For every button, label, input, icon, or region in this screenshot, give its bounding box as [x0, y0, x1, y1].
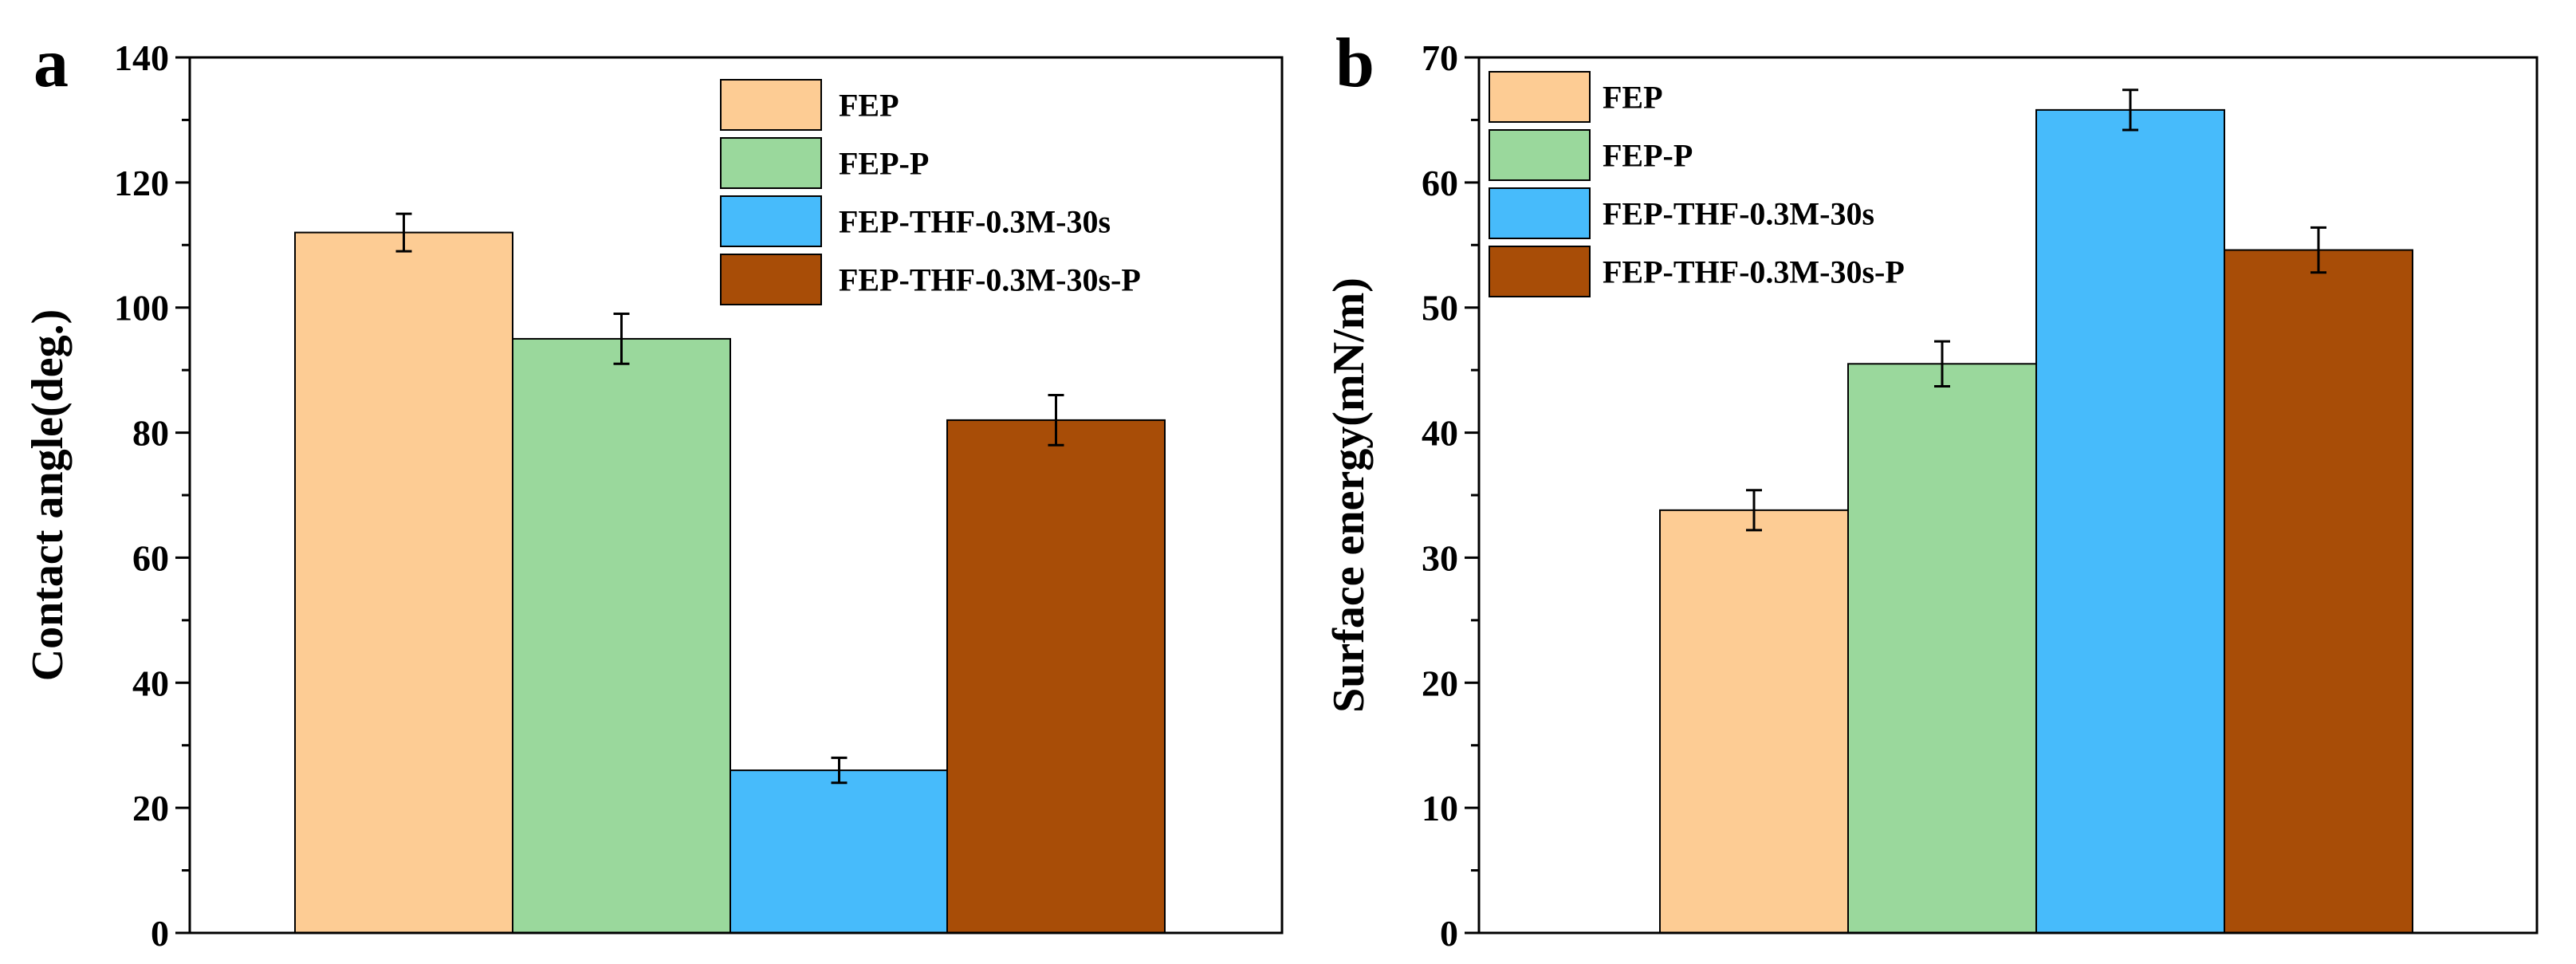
- legend-label-3: FEP-THF-0.3M-30s: [839, 204, 1111, 240]
- y-tick-label: 100: [114, 288, 169, 329]
- error-bar-2: [613, 313, 630, 365]
- legend-label-4: FEP-THF-0.3M-30s-P: [839, 262, 1141, 298]
- bar-2: [512, 337, 731, 934]
- legend-label-4: FEP-THF-0.3M-30s-P: [1603, 254, 1905, 290]
- y-axis-label: Surface energy(mN/m): [1324, 277, 1374, 713]
- legend-label-1: FEP: [1603, 80, 1663, 116]
- y-tick-label: 0: [151, 913, 169, 954]
- legend: FEP FEP-P FEP-THF-0.3M-30s FEP-THF-0.3M-30s…: [720, 79, 1141, 305]
- legend-label-2: FEP-P: [839, 146, 929, 182]
- error-bar-3: [2122, 89, 2138, 132]
- y-tick-label: 30: [1422, 537, 1458, 578]
- bar-1: [1659, 509, 1849, 934]
- error-bar-2: [1934, 340, 1950, 388]
- panel-a: a 0 20 40 60 80 100 120 140 Contact angle(deg.) FE…: [23, 25, 1284, 954]
- bar-4: [2224, 249, 2413, 934]
- error-bar-1: [1746, 489, 1762, 532]
- y-tick-label: 20: [132, 788, 169, 828]
- legend-label-2: FEP-P: [1603, 138, 1693, 174]
- y-tick-label: 20: [1422, 663, 1458, 703]
- legend-swatch-2: [1489, 129, 1591, 181]
- y-axis-label: Contact angle(deg.): [23, 309, 73, 682]
- bar-1: [294, 231, 513, 934]
- y-tick-label: 50: [1422, 288, 1458, 329]
- y-tick-label: 40: [1422, 413, 1458, 454]
- y-tick-label: 120: [114, 163, 169, 203]
- legend-swatch-4: [720, 254, 822, 305]
- panel-letter: b: [1335, 25, 1375, 102]
- error-bar-4: [1048, 394, 1064, 447]
- bar-2: [1847, 363, 2037, 934]
- error-bar-3: [831, 756, 848, 785]
- legend-swatch-2: [720, 137, 822, 189]
- y-tick-label: 70: [1422, 37, 1458, 78]
- y-tick-label: 40: [132, 663, 169, 703]
- error-bar-4: [2311, 226, 2326, 274]
- y-tick-label: 140: [114, 37, 169, 78]
- y-tick-label: 80: [132, 413, 169, 454]
- legend-swatch-3: [720, 195, 822, 247]
- y-tick-label: 60: [1422, 163, 1458, 203]
- legend-swatch-1: [720, 79, 822, 131]
- y-tick-label: 10: [1422, 788, 1458, 828]
- panel-letter: a: [33, 25, 69, 102]
- y-tick-label: 60: [132, 537, 169, 578]
- legend-label-1: FEP: [839, 88, 899, 124]
- legend-swatch-1: [1489, 71, 1591, 123]
- error-bar-1: [395, 212, 412, 253]
- bar-3: [2035, 108, 2225, 934]
- bar-4: [946, 419, 1166, 934]
- legend-label-3: FEP-THF-0.3M-30s: [1603, 196, 1874, 232]
- legend-swatch-3: [1489, 187, 1591, 239]
- y-tick-label: 0: [1440, 913, 1458, 954]
- bar-3: [730, 769, 949, 934]
- legend: FEP FEP-P FEP-THF-0.3M-30s FEP-THF-0.3M-30s…: [1489, 71, 1905, 297]
- legend-swatch-4: [1489, 246, 1591, 297]
